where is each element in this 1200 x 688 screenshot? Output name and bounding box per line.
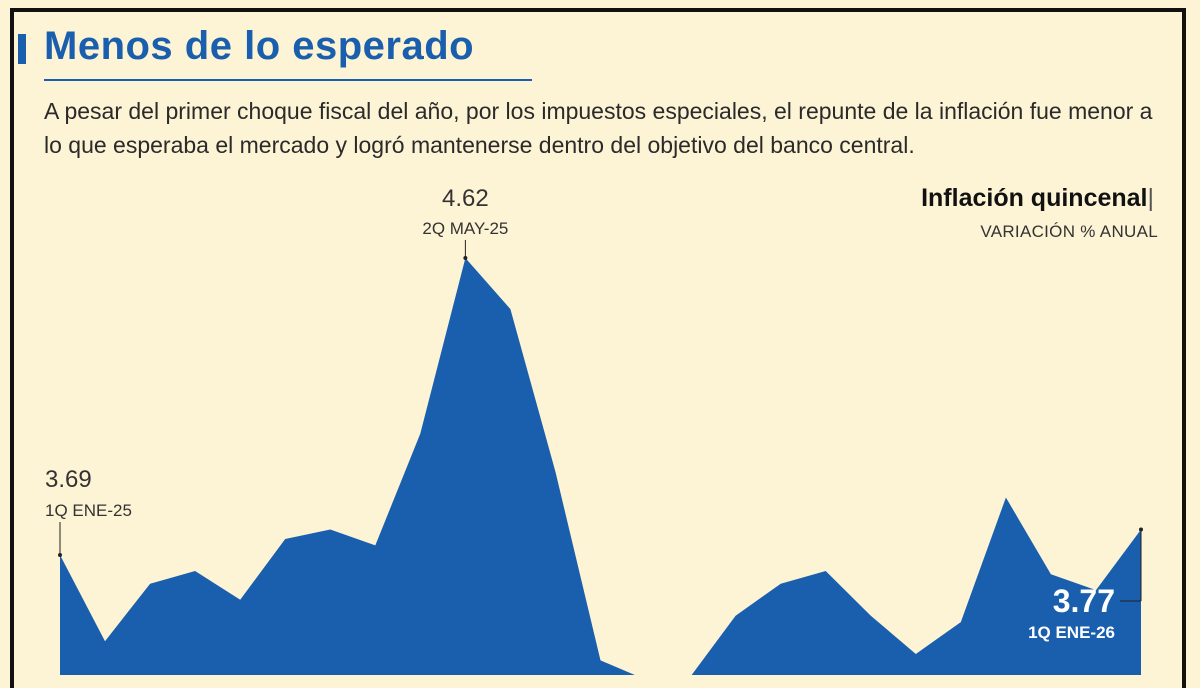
- data-label-value: 3.77: [1053, 583, 1115, 619]
- data-label-period: 1Q ENE-25: [45, 501, 132, 520]
- page-subtitle: A pesar del primer choque fiscal del año…: [44, 98, 1153, 158]
- data-label-period: 1Q ENE-26: [1028, 623, 1115, 642]
- title-accent-bar: [18, 34, 26, 64]
- chart-annotations: 3.69 1Q ENE-25 4.62 2Q MAY-25 3.77 1Q ENE-26: [45, 185, 1143, 642]
- title-underline: [44, 79, 532, 81]
- chart-title: Inflación quincenal|: [921, 184, 1154, 213]
- chart-title-suffix: |: [1147, 184, 1155, 212]
- chart-title-text: Inflación quincenal: [921, 184, 1148, 212]
- inflation-area: [60, 258, 1141, 675]
- data-label-value: 4.62: [442, 185, 489, 212]
- data-label-period: 2Q MAY-25: [422, 219, 508, 238]
- chart-unit-label: VARIACIÓN % ANUAL: [980, 222, 1158, 241]
- chart-frame: [10, 8, 1186, 688]
- page-title: Menos de lo esperado: [44, 24, 475, 68]
- data-label-value: 3.69: [45, 466, 92, 493]
